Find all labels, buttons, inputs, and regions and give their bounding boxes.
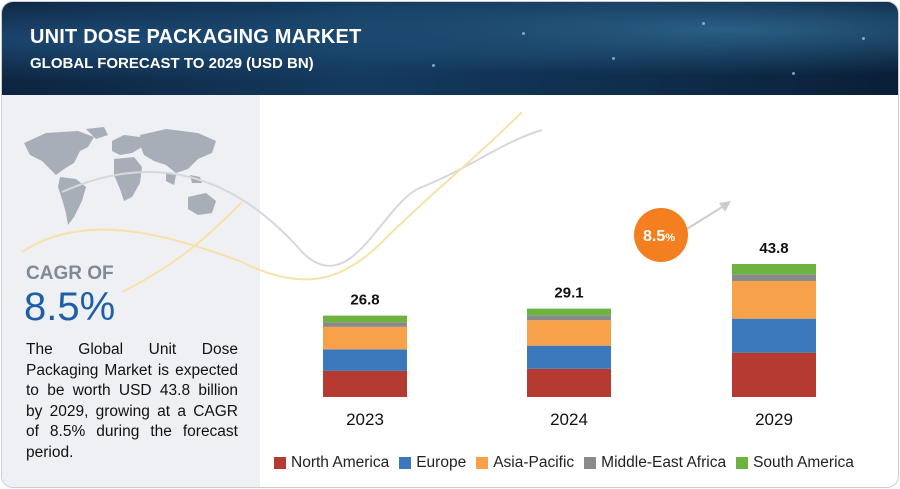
header-banner: UNIT DOSE PACKAGING MARKET GLOBAL FORECA…	[2, 2, 898, 95]
legend-label: Asia-Pacific	[493, 454, 575, 471]
x-tick-2024: 2024	[550, 410, 588, 429]
legend-label: Europe	[416, 454, 467, 471]
legend-item-asia-pacific: Asia-Pacific	[476, 454, 574, 472]
bar-2023-south-america	[323, 315, 407, 323]
left-panel: CAGR OF 8.5% The Global Unit Dose Packag…	[2, 95, 260, 487]
bar-2023-middle-east-africa	[323, 322, 407, 327]
legend-item-south-america: South America	[736, 454, 854, 472]
bar-2024-middle-east-africa	[527, 315, 611, 321]
legend-swatch	[736, 457, 749, 469]
bar-2024-south-america	[527, 308, 611, 316]
bar-2029-europe	[732, 318, 816, 353]
total-label-2023: 26.8	[350, 292, 379, 309]
legend-item-north-america: North America	[274, 454, 389, 472]
bar-2029-middle-east-africa	[732, 274, 816, 282]
legend-swatch	[584, 457, 597, 469]
legend-label: North America	[291, 454, 390, 471]
legend-item-middle-east-africa: Middle-East Africa	[584, 454, 726, 472]
legend-label: South America	[753, 454, 854, 471]
world-map-icon	[24, 127, 216, 225]
legend-swatch	[274, 457, 286, 469]
bar-2023-europe	[323, 349, 407, 371]
bar-2029-asia-pacific	[732, 281, 816, 319]
legend-swatch	[476, 457, 489, 469]
chart-legend: North America Europe Asia-Pacific Middle-Ea…	[274, 452, 854, 474]
cagr-badge	[634, 208, 688, 262]
decorative-swoosh-yellow-left	[121, 201, 243, 293]
market-description: The Global Unit Dose Packaging Market is…	[26, 341, 238, 461]
chart-title: UNIT DOSE PACKAGING MARKET	[30, 26, 362, 48]
bar-2023-asia-pacific	[323, 326, 407, 350]
legend-swatch	[399, 457, 412, 469]
x-tick-2023: 2023	[346, 410, 384, 429]
legend-label: Middle-East Africa	[601, 454, 727, 471]
legend-item-europe: Europe	[399, 454, 466, 472]
bar-2029-south-america	[732, 264, 816, 275]
growth-arrow	[681, 203, 728, 233]
x-tick-2029: 2029	[755, 410, 793, 429]
cagr-value: 8.5%	[24, 285, 116, 329]
bar-2029-north-america	[732, 352, 816, 397]
bar-2024-asia-pacific	[527, 320, 611, 346]
growth-arrow-head	[719, 201, 731, 212]
bar-2024-europe	[527, 345, 611, 369]
bar-2023-north-america	[323, 370, 407, 397]
decorative-swoosh-yellow	[21, 111, 523, 281]
chart-subtitle: GLOBAL FORECAST TO 2029 (USD BN)	[30, 55, 314, 72]
total-label-2024: 29.1	[554, 285, 583, 302]
total-label-2029: 43.8	[759, 240, 788, 257]
cagr-label: CAGR OF	[26, 263, 114, 284]
decorative-swoosh-gray	[61, 129, 543, 267]
bar-2024-north-america	[527, 368, 611, 397]
cagr-badge-label: 8.5%	[643, 228, 675, 245]
